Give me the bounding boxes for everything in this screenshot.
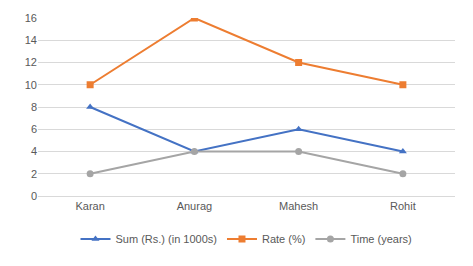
svg-text:Rohit: Rohit [390,200,416,212]
svg-text:Time (years): Time (years) [350,233,411,245]
svg-text:16: 16 [25,12,37,24]
svg-text:Karan: Karan [75,200,104,212]
svg-text:10: 10 [25,79,37,91]
svg-text:0: 0 [31,190,37,202]
svg-text:6: 6 [31,123,37,135]
svg-text:8: 8 [31,101,37,113]
svg-text:Anurag: Anurag [177,200,212,212]
svg-text:Rate (%): Rate (%) [262,233,305,245]
svg-text:4: 4 [31,145,37,157]
svg-text:Sum (Rs.) (in 1000s): Sum (Rs.) (in 1000s) [116,233,217,245]
svg-text:14: 14 [25,34,37,46]
svg-text:12: 12 [25,56,37,68]
svg-text:Mahesh: Mahesh [279,200,318,212]
svg-text:2: 2 [31,168,37,180]
